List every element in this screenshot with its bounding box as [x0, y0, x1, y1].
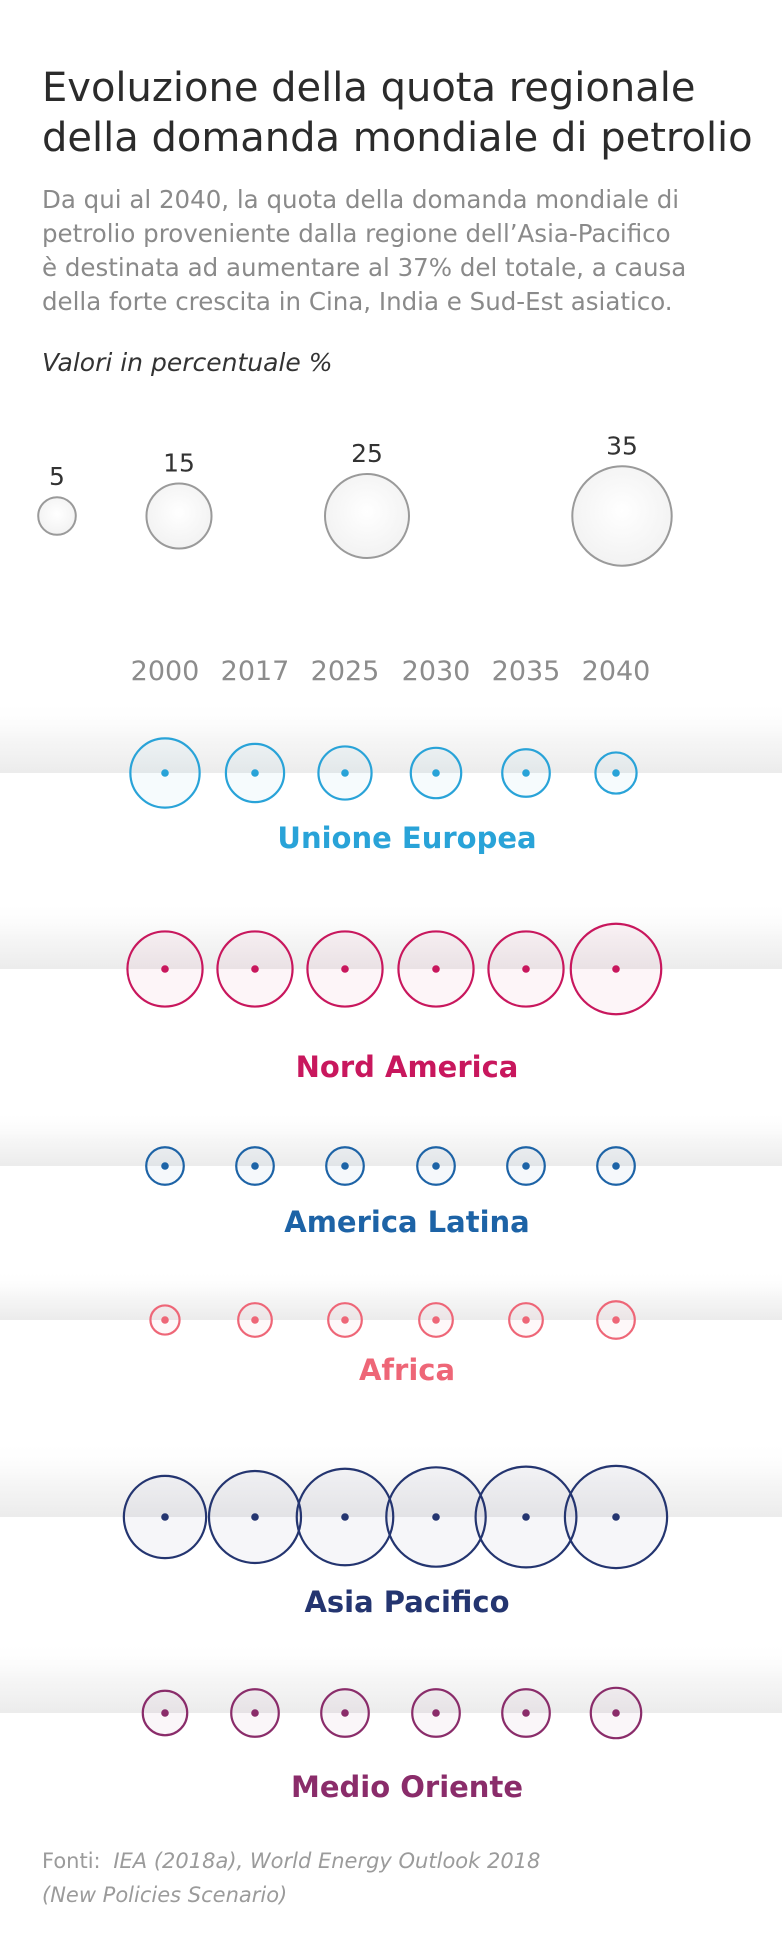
bubble-center-dot [341, 965, 349, 973]
bubble-center-dot [612, 1162, 620, 1170]
series-america-latina: America Latina [145, 1146, 636, 1239]
bubble-center-dot [251, 1316, 259, 1324]
bubble-center-dot [251, 1709, 259, 1717]
units-label: Valori in percentuale % [42, 348, 332, 377]
source-prefix: Fonti: [42, 1849, 101, 1873]
row-band [0, 1270, 782, 1320]
bubble-center-dot [612, 965, 620, 973]
size-legend-circle [571, 465, 673, 567]
year-label: 2030 [402, 656, 471, 687]
bubble-center-dot [432, 1162, 440, 1170]
chart-title-line-1: Evoluzione della quota regionale [42, 65, 695, 111]
bubble-center-dot [341, 769, 349, 777]
region-label: Medio Oriente [291, 1770, 523, 1804]
year-label: 2017 [221, 656, 290, 687]
bubble-center-dot [161, 965, 169, 973]
year-axis-labels: 2000 2017 2025 2030 2035 2040 [131, 656, 651, 687]
bubble-center-dot [522, 769, 530, 777]
region-label: America Latina [284, 1205, 530, 1239]
size-legend-circle [145, 482, 213, 550]
bubble-center-dot [161, 1513, 169, 1521]
series-asia-pacifico: Asia Pacifico [122, 1464, 669, 1622]
bubble-center-dot [522, 1316, 530, 1324]
bubble-center-dot [341, 1709, 349, 1717]
series-medio-oriente: Medio Oriente [141, 1686, 643, 1804]
series-unione-europea: Unione Europea [129, 737, 638, 855]
region-label: Africa [359, 1353, 455, 1387]
bubble-center-dot [522, 1709, 530, 1717]
series-layer: Unione Europea Nord America America Latina… [122, 737, 669, 1804]
year-label: 2035 [492, 656, 561, 687]
source-citation: IEA (2018a), World Energy Outlook 2018 [113, 1849, 540, 1873]
bubble-center-dot [251, 1162, 259, 1170]
bubble-center-dot [612, 1709, 620, 1717]
bubble-center-dot [341, 1513, 349, 1521]
row-band [0, 1640, 782, 1713]
size-legend: 5 15 25 35 [37, 431, 673, 567]
bubble-center-dot [612, 769, 620, 777]
row-band [0, 900, 782, 969]
year-label: 2025 [311, 656, 380, 687]
bubble-center-dot [612, 1513, 620, 1521]
bubble-center-dot [432, 1513, 440, 1521]
series-africa: Africa [149, 1300, 636, 1387]
series-nord-america: Nord America [126, 922, 663, 1084]
size-legend-label: 5 [49, 462, 65, 491]
bubble-center-dot [432, 769, 440, 777]
bubble-center-dot [161, 1709, 169, 1717]
bubble-center-dot [251, 965, 259, 973]
bubble-center-dot [341, 1162, 349, 1170]
year-label: 2040 [582, 656, 651, 687]
bubble-center-dot [432, 1316, 440, 1324]
subtitle-line-1: Da qui al 2040, la quota della domanda m… [42, 185, 679, 214]
bubble-center-dot [161, 1162, 169, 1170]
year-label: 2000 [131, 656, 200, 687]
bubble-center-dot [341, 1316, 349, 1324]
bubble-center-dot [432, 1709, 440, 1717]
size-legend-circle [37, 496, 77, 536]
bubble-center-dot [251, 769, 259, 777]
bubble-center-dot [522, 1513, 530, 1521]
size-legend-label: 25 [351, 439, 383, 468]
subtitle-line-4: della forte crescita in Cina, India e Su… [42, 287, 673, 316]
size-legend-label: 15 [163, 448, 195, 477]
bubble-center-dot [432, 965, 440, 973]
bubble-center-dot [161, 1316, 169, 1324]
bubble-center-dot [251, 1513, 259, 1521]
size-legend-circle [324, 473, 410, 559]
chart-title-line-2: della domanda mondiale di petrolio [42, 115, 753, 161]
region-label-backdrop [309, 1584, 505, 1622]
bubble-center-dot [522, 965, 530, 973]
region-label: Asia Pacifico [304, 1585, 509, 1619]
row-band [0, 1110, 782, 1166]
size-legend-label: 35 [606, 431, 638, 460]
region-label: Nord America [296, 1050, 519, 1084]
bubble-center-dot [161, 769, 169, 777]
region-label: Unione Europea [277, 821, 536, 855]
bubble-center-dot [612, 1316, 620, 1324]
source-line-1: Fonti: IEA (2018a), World Energy Outlook… [42, 1849, 540, 1873]
row-band [0, 700, 782, 773]
subtitle-line-2: petrolio proveniente dalla regione dell’… [42, 219, 671, 248]
bubble-center-dot [522, 1162, 530, 1170]
source-line-2: (New Policies Scenario) [42, 1883, 287, 1907]
subtitle-line-3: è destinata ad aumentare al 37% del tota… [42, 253, 686, 282]
